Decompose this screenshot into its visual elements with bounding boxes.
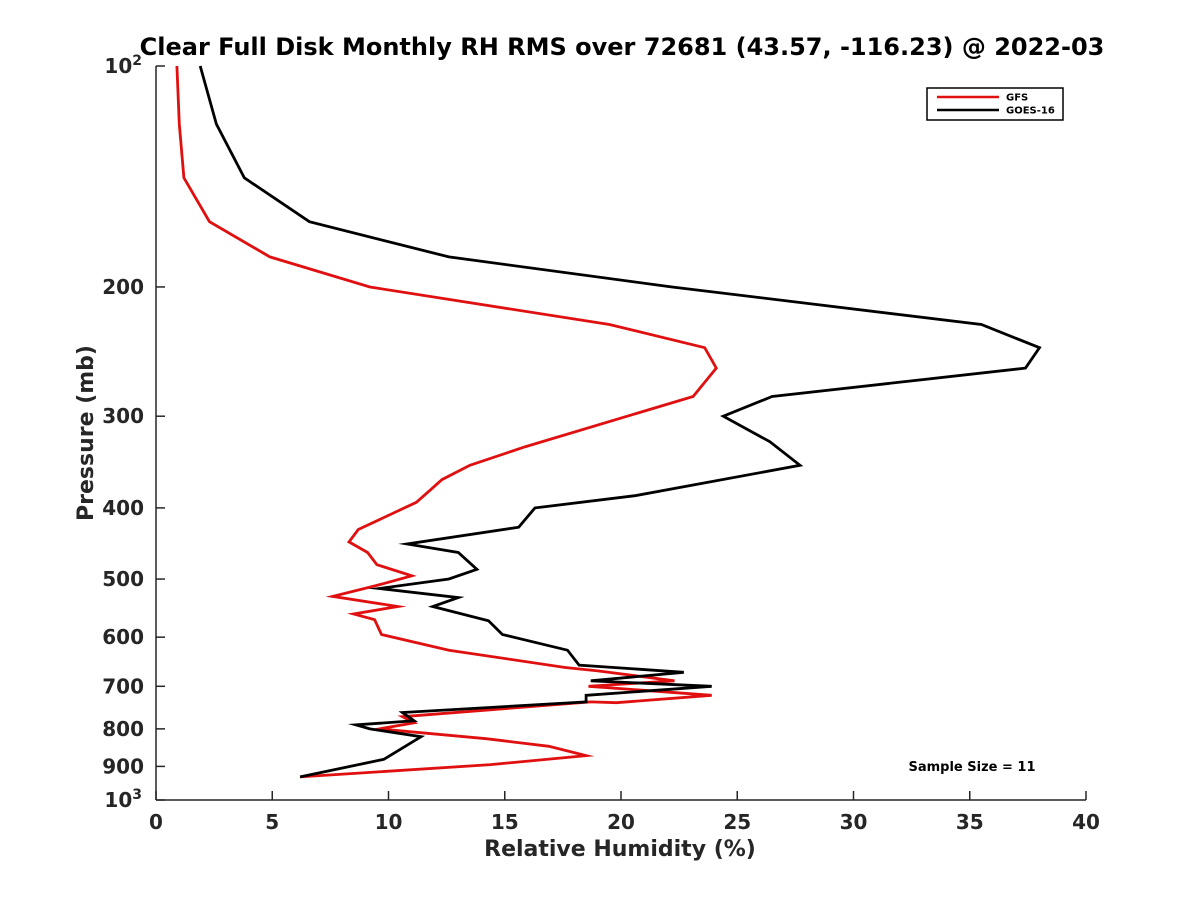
x-tick-label: 25 xyxy=(723,810,751,834)
y-tick-label: 600 xyxy=(102,625,144,649)
legend-box xyxy=(926,87,1064,121)
y-tick-label: 500 xyxy=(102,567,144,591)
chart-title: Clear Full Disk Monthly RH RMS over 7268… xyxy=(140,33,1105,61)
x-tick-label: 40 xyxy=(1072,810,1100,834)
legend: GFS GOES-16 xyxy=(926,87,1064,121)
y-axis-label: Pressure (mb) xyxy=(74,345,99,521)
x-axis-label: Relative Humidity (%) xyxy=(484,837,756,862)
x-tick-label: 30 xyxy=(840,810,868,834)
series-lines xyxy=(175,65,1042,779)
x-tick-label: 20 xyxy=(607,810,635,834)
x-tick-label: 35 xyxy=(956,810,984,834)
y-tick-label: 200 xyxy=(102,275,144,299)
y-tick-label: 300 xyxy=(102,404,144,428)
sample-size-annotation: Sample Size = 11 xyxy=(908,760,1035,775)
axes: 0 5 10 15 20 25 30 35 40 200 300 400 500 600 700 800 900… xyxy=(102,53,1100,834)
x-tick-label: 0 xyxy=(149,810,163,834)
y-tick-label: 700 xyxy=(102,674,144,698)
series-line-gfs xyxy=(175,65,718,779)
y-tick-label-bottom: 103 xyxy=(104,787,142,812)
series-line-goes16 xyxy=(198,65,1042,779)
x-tick-label: 15 xyxy=(491,810,519,834)
y-tick-label: 400 xyxy=(102,496,144,520)
x-tick-label: 10 xyxy=(375,810,403,834)
y-tick-label-top: 102 xyxy=(104,53,142,78)
x-tick-label: 5 xyxy=(265,810,279,834)
y-tick-label: 900 xyxy=(102,754,144,778)
legend-label-goes16: GOES-16 xyxy=(1006,106,1055,117)
legend-label-gfs: GFS xyxy=(1006,93,1028,104)
y-tick-label: 800 xyxy=(102,717,144,741)
